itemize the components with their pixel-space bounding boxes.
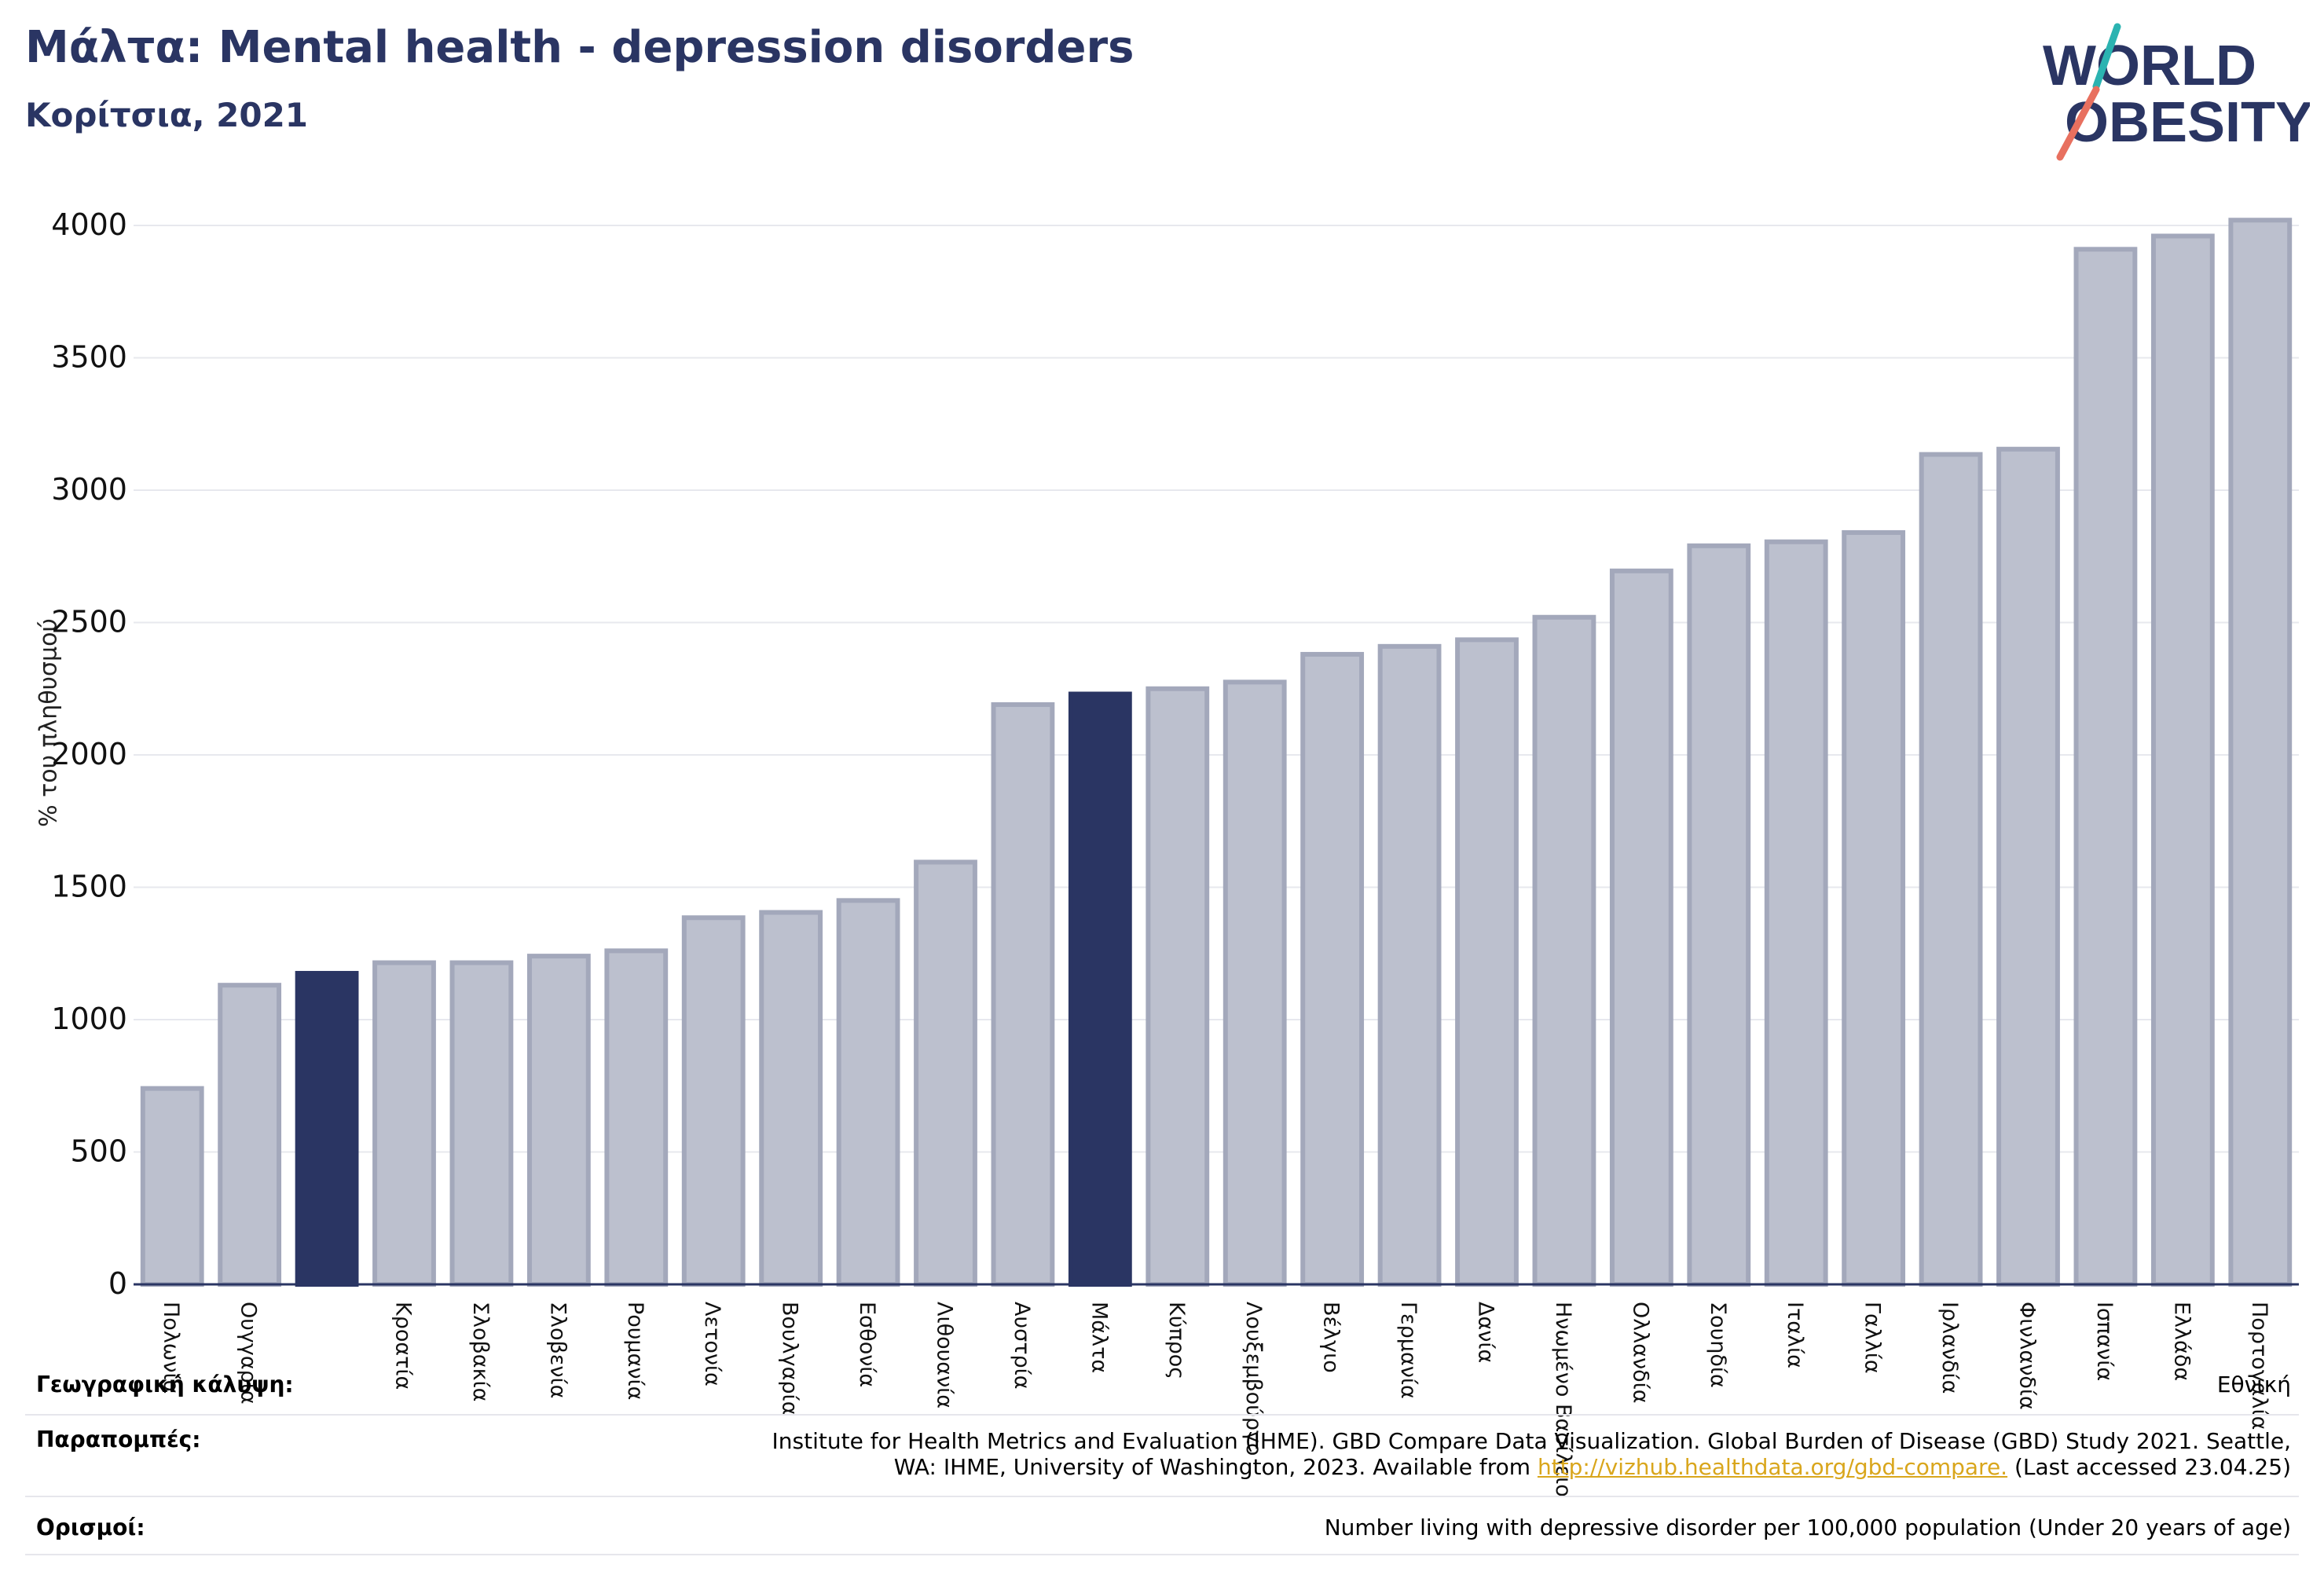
bar xyxy=(759,910,823,1287)
x-tick-label: Ρουμανία xyxy=(623,1302,647,1400)
bar xyxy=(1919,452,1983,1287)
logo-line1: WORLD xyxy=(2043,35,2256,97)
y-tick-label: 2000 xyxy=(51,737,127,771)
y-tick-label: 0 xyxy=(108,1266,127,1301)
bar xyxy=(449,960,514,1287)
x-tick-label: Ηνωμένο Βασίλειο xyxy=(1551,1302,1575,1497)
footer-row-references: Παραπομπές: Institute for Health Metrics… xyxy=(25,1414,2299,1496)
bar xyxy=(218,983,282,1287)
definitions-label: Ορισμοί: xyxy=(36,1515,145,1540)
x-tick-label: Κύπρος xyxy=(1164,1302,1189,1379)
bar xyxy=(1609,568,1673,1287)
bar xyxy=(1532,614,1596,1287)
references-line2: WA: IHME, University of Washington, 2023… xyxy=(563,1454,2291,1480)
y-tick-label: 2500 xyxy=(51,605,127,639)
bar xyxy=(1687,543,1751,1287)
bar xyxy=(1146,686,1210,1287)
references-line2-start: WA: IHME, University of Washington, 2023… xyxy=(893,1454,1538,1480)
x-tick-label: Ελλάδα xyxy=(2169,1302,2194,1381)
bar xyxy=(2150,233,2215,1287)
x-tick-label: Λουξεμβούργο xyxy=(1241,1302,1266,1456)
references-line2-end: (Last accessed 23.04.25) xyxy=(2007,1454,2291,1480)
bar xyxy=(1222,679,1287,1287)
bar xyxy=(295,971,359,1287)
definitions-value: Number living with depressive disorder p… xyxy=(1324,1515,2291,1540)
x-tick-label: Ολλανδία xyxy=(1628,1302,1652,1404)
x-tick-label: Μάλτα xyxy=(1087,1302,1111,1373)
bar xyxy=(1455,637,1519,1287)
x-tick-label: Βουλγαρία xyxy=(778,1302,802,1416)
x-tick-label: Πορτογαλία xyxy=(2247,1302,2271,1430)
x-tick-label: Δανία xyxy=(1474,1302,1498,1363)
bar xyxy=(372,960,436,1287)
y-tick-label: 3500 xyxy=(51,340,127,375)
references-line1: Institute for Health Metrics and Evaluat… xyxy=(772,1428,2291,1454)
page-title: Μάλτα: Mental health - depression disord… xyxy=(25,22,1135,73)
bar xyxy=(914,859,977,1287)
x-tick-label: Εσθονία xyxy=(855,1302,879,1387)
y-tick-label: 500 xyxy=(70,1134,127,1169)
bar xyxy=(991,701,1055,1287)
x-tick-label: Αυστρία xyxy=(1010,1302,1034,1390)
coverage-label: Γεωγραφική κάλυψη: xyxy=(36,1372,294,1397)
bar xyxy=(1068,691,1132,1287)
bar xyxy=(140,1086,204,1287)
logo-line2: OBESITY xyxy=(2065,91,2310,154)
y-tick-label: 1000 xyxy=(51,1002,127,1036)
bar xyxy=(681,915,746,1287)
y-tick-label: 3000 xyxy=(51,472,127,507)
x-tick-label: Ισπανία xyxy=(2092,1302,2117,1381)
x-tick-label: Σλοβενία xyxy=(545,1302,570,1398)
x-tick-label: Κροατία xyxy=(391,1302,416,1390)
bar xyxy=(1996,446,2060,1287)
x-tick-label: Λιθουανία xyxy=(933,1302,957,1408)
bar xyxy=(1842,529,1906,1287)
references-value: Institute for Health Metrics and Evaluat… xyxy=(563,1428,2291,1480)
bar xyxy=(1377,643,1442,1287)
x-tick-label: Σουηδία xyxy=(1706,1302,1730,1388)
coverage-value: Εθνική xyxy=(2216,1372,2291,1397)
footer-row-definitions: Ορισμοί: Number living with depressive d… xyxy=(25,1496,2299,1555)
x-tick-label: Ιταλία xyxy=(1783,1302,1807,1368)
x-tick-label: Φινλανδία xyxy=(2015,1302,2040,1410)
x-tick-label: Λετονία xyxy=(700,1302,724,1386)
x-tick-label: Ουγγαρία xyxy=(236,1302,261,1405)
bar xyxy=(2073,247,2138,1287)
footer-table: Γεωγραφική κάλυψη: Εθνική Παραπομπές: In… xyxy=(25,1353,2299,1555)
references-link[interactable]: http://vizhub.healthdata.org/gbd-compare… xyxy=(1537,1454,2008,1480)
bar xyxy=(526,954,591,1287)
bar xyxy=(604,948,669,1287)
world-obesity-logo: WORLD OBESITY xyxy=(2043,22,2313,163)
y-tick-label: 1500 xyxy=(51,870,127,904)
page-subtitle: Κορίτσια, 2021 xyxy=(25,96,309,134)
bar xyxy=(1764,539,1828,1287)
x-tick-label: Γαλλία xyxy=(1860,1302,1885,1374)
x-tick-label: Γερμανία xyxy=(1396,1302,1420,1399)
x-tick-label: Ιρλανδία xyxy=(1937,1302,1962,1394)
x-tick-label: Σλοβακία xyxy=(468,1302,493,1401)
x-tick-label: Πολωνία xyxy=(159,1302,183,1394)
bar xyxy=(1300,651,1365,1287)
references-label: Παραπομπές: xyxy=(36,1427,201,1452)
bar xyxy=(836,898,900,1287)
y-tick-label: 4000 xyxy=(51,207,127,242)
x-tick-label: Βέλγιο xyxy=(1319,1302,1343,1373)
footer-row-coverage: Γεωγραφική κάλυψη: Εθνική xyxy=(25,1353,2299,1414)
bar xyxy=(2228,218,2293,1287)
